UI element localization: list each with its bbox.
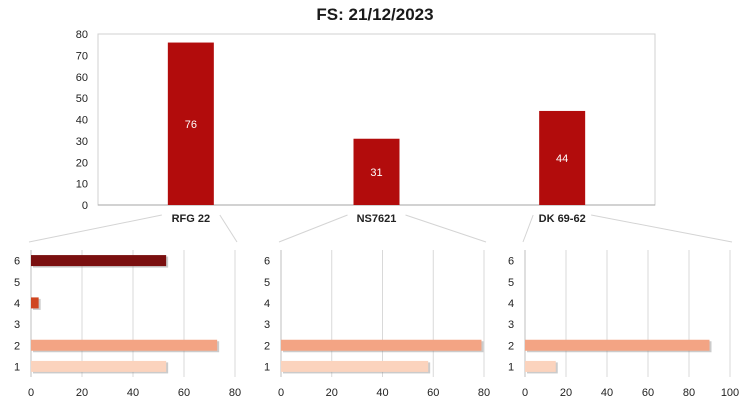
sub-y-tick-label: 4: [264, 298, 270, 310]
main-y-tick-label: 70: [76, 50, 88, 62]
sub-x-tick-label: 80: [478, 387, 490, 399]
sub-x-tick-label: 20: [326, 387, 338, 399]
connector-line: [591, 214, 733, 243]
main-category-label: RFG 22: [172, 213, 211, 225]
sub-x-tick-label: 0: [278, 387, 284, 399]
main-y-tick-label: 0: [82, 200, 88, 212]
connector-line: [405, 214, 487, 243]
sub-x-tick-label: 60: [642, 387, 654, 399]
main-y-tick-label: 80: [76, 29, 88, 41]
main-y-tick-label: 10: [76, 179, 88, 191]
main-category-label: NS7621: [357, 213, 397, 225]
sub-x-tick-label: 100: [721, 387, 739, 399]
sub-y-tick-label: 6: [264, 256, 270, 268]
main-y-tick-label: 20: [76, 157, 88, 169]
sub-x-tick-label: 80: [229, 387, 241, 399]
sub-x-tick-label: 40: [376, 387, 388, 399]
sub-bar: [31, 255, 167, 267]
sub-x-tick-label: 60: [178, 387, 190, 399]
sub-y-tick-label: 2: [508, 340, 514, 352]
main-bar: [539, 110, 586, 205]
sub-y-tick-label: 4: [508, 298, 514, 310]
sub-bar: [281, 339, 482, 351]
connector-line: [278, 214, 348, 243]
sub-bar: [525, 360, 556, 372]
sub-y-tick-label: 1: [264, 361, 270, 373]
chart-title: FS: 21/12/2023: [316, 5, 434, 24]
sub-x-tick-label: 20: [560, 387, 572, 399]
sub-x-tick-label: 60: [427, 387, 439, 399]
sub-y-tick-label: 3: [14, 319, 20, 331]
main-y-tick-label: 50: [76, 93, 88, 105]
sub-bar: [281, 360, 429, 372]
sub-y-tick-label: 6: [14, 256, 20, 268]
main-category-label: DK 69-62: [539, 213, 586, 225]
sub-y-tick-label: 1: [508, 361, 514, 373]
sub-y-tick-label: 3: [508, 319, 514, 331]
sub-x-tick-label: 40: [601, 387, 613, 399]
sub-y-tick-label: 2: [264, 340, 270, 352]
main-bar-data-label: 76: [185, 119, 197, 131]
main-bar: [167, 42, 214, 205]
sub-x-tick-label: 20: [76, 387, 88, 399]
sub-y-tick-label: 6: [508, 256, 514, 268]
connector-line: [219, 214, 238, 243]
main-y-tick-label: 40: [76, 115, 88, 127]
main-bar-data-label: 44: [556, 153, 568, 165]
sub-x-tick-label: 80: [683, 387, 695, 399]
main-bar-data-label: 31: [370, 167, 382, 179]
sub-y-tick-label: 5: [508, 277, 514, 289]
sub-bar: [525, 339, 710, 351]
sub-bar: [31, 297, 39, 309]
main-y-tick-label: 30: [76, 136, 88, 148]
sub-x-tick-label: 0: [28, 387, 34, 399]
main-y-tick-label: 60: [76, 72, 88, 84]
sub-y-tick-label: 1: [14, 361, 20, 373]
sub-y-tick-label: 2: [14, 340, 20, 352]
connector-line: [522, 214, 534, 243]
sub-bar: [31, 360, 167, 372]
sub-y-tick-label: 4: [14, 298, 20, 310]
sub-bar: [31, 339, 218, 351]
sub-y-tick-label: 5: [14, 277, 20, 289]
sub-x-tick-label: 40: [127, 387, 139, 399]
sub-y-tick-label: 3: [264, 319, 270, 331]
connector-line: [28, 214, 162, 243]
sub-x-tick-label: 0: [522, 387, 528, 399]
main-bar: [353, 138, 400, 205]
sub-y-tick-label: 5: [264, 277, 270, 289]
